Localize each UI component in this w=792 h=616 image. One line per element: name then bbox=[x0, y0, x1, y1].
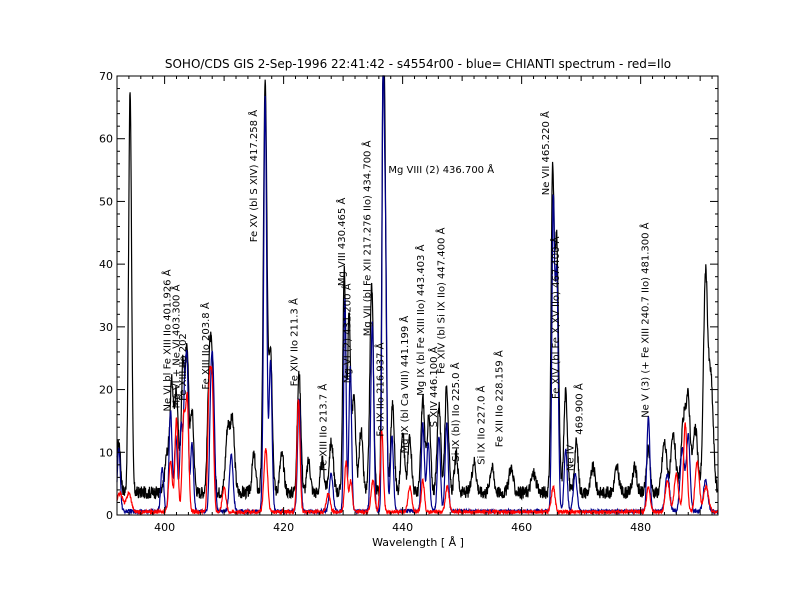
x-axis-label: Wavelength [ Å ] bbox=[372, 536, 464, 549]
x-tick-label: 400 bbox=[154, 521, 175, 534]
line-id-label: Mg IX (bl Fe XIII IIo) 443.403 Å bbox=[414, 244, 427, 395]
x-tick-label: 440 bbox=[392, 521, 413, 534]
axes-layer: 400 420 440 460 480 0 10 20 30 40 50 60 70 bbox=[99, 70, 719, 534]
y-tick-label: 70 bbox=[99, 70, 113, 83]
x-tick-label: 480 bbox=[630, 521, 651, 534]
chart-title: SOHO/CDS GIS 2-Sep-1996 22:41:42 - s4554… bbox=[165, 57, 671, 71]
line-id-label: Ne IV bbox=[565, 444, 576, 471]
line-id-label: Fe IX IIo 216.937 Å bbox=[374, 342, 387, 436]
line-id-label: Fe XIII IIo 202 bbox=[178, 333, 189, 401]
line-id-label: Fe XIV (bl Fe X,XV IIo) 467.400 Å bbox=[549, 236, 562, 399]
line-id-label: Si IX (bl) IIo 225.0 Å bbox=[449, 362, 462, 461]
line-id-label: Fe XIII IIo 203.8 Å bbox=[199, 302, 212, 389]
y-tick-label: 10 bbox=[99, 446, 113, 459]
y-tick-label: 0 bbox=[106, 509, 113, 522]
line-id-label: Fe XIV IIo 211.3 Å bbox=[287, 298, 300, 386]
line-id-label: Ne VII 465.220 Å bbox=[539, 111, 552, 195]
line-id-label: Mg VIII 430.465 Å bbox=[335, 198, 348, 287]
y-tick-label: 60 bbox=[99, 133, 113, 146]
line-id-label: Si IX IIo 227.0 Å bbox=[475, 386, 488, 465]
line-id-label: Fe XIII IIo 213.7 Å bbox=[317, 384, 330, 471]
line-id-label: Mg VII (bl Fe XII 217.276 IIo) 434.700 Å bbox=[361, 140, 374, 336]
line-id-label: Mg VIII (2) 436.700 Å bbox=[388, 163, 494, 176]
series-layer bbox=[116, 75, 719, 516]
y-tick-label: 20 bbox=[99, 384, 113, 397]
y-tick-label: 40 bbox=[99, 258, 113, 271]
line-id-label: Fe XIV (bl Si IX IIo) 447.400 Å bbox=[434, 227, 447, 373]
series-line-1 bbox=[116, 75, 719, 501]
line-id-label: Mg VI (2) 431.200 Å bbox=[340, 283, 353, 383]
line-id-label: Ne V (3) (+ Fe XIII 240.7 IIo) 481.300 Å bbox=[638, 222, 651, 417]
y-tick-label: 30 bbox=[99, 321, 113, 334]
line-id-label: Ne VI bl Fe XIII IIo 401.926 Å bbox=[161, 269, 174, 411]
line-id-label: Mg IX (bl Ca VIII) 441.199 Å bbox=[398, 316, 411, 454]
plot-frame bbox=[116, 75, 719, 516]
y-tick-label: 50 bbox=[99, 195, 113, 208]
x-tick-label: 420 bbox=[273, 521, 294, 534]
annotation-layer: Ne VI bl Fe XIII IIo 401.926 ÅMg VI + Ne… bbox=[161, 110, 652, 471]
line-id-label: 469.900 Å bbox=[572, 383, 585, 435]
line-id-label: S XIV 446.100 Å bbox=[427, 346, 440, 427]
x-tick-label: 460 bbox=[511, 521, 532, 534]
series-line-3 bbox=[116, 364, 719, 516]
line-id-label: Mg VI + Ne VI 403.300 Å bbox=[170, 284, 183, 408]
line-id-label: Fe XV (bl S XIV) 417.258 Å bbox=[247, 110, 260, 242]
line-id-label: Fe XII IIo 228.159 Å bbox=[493, 350, 506, 447]
